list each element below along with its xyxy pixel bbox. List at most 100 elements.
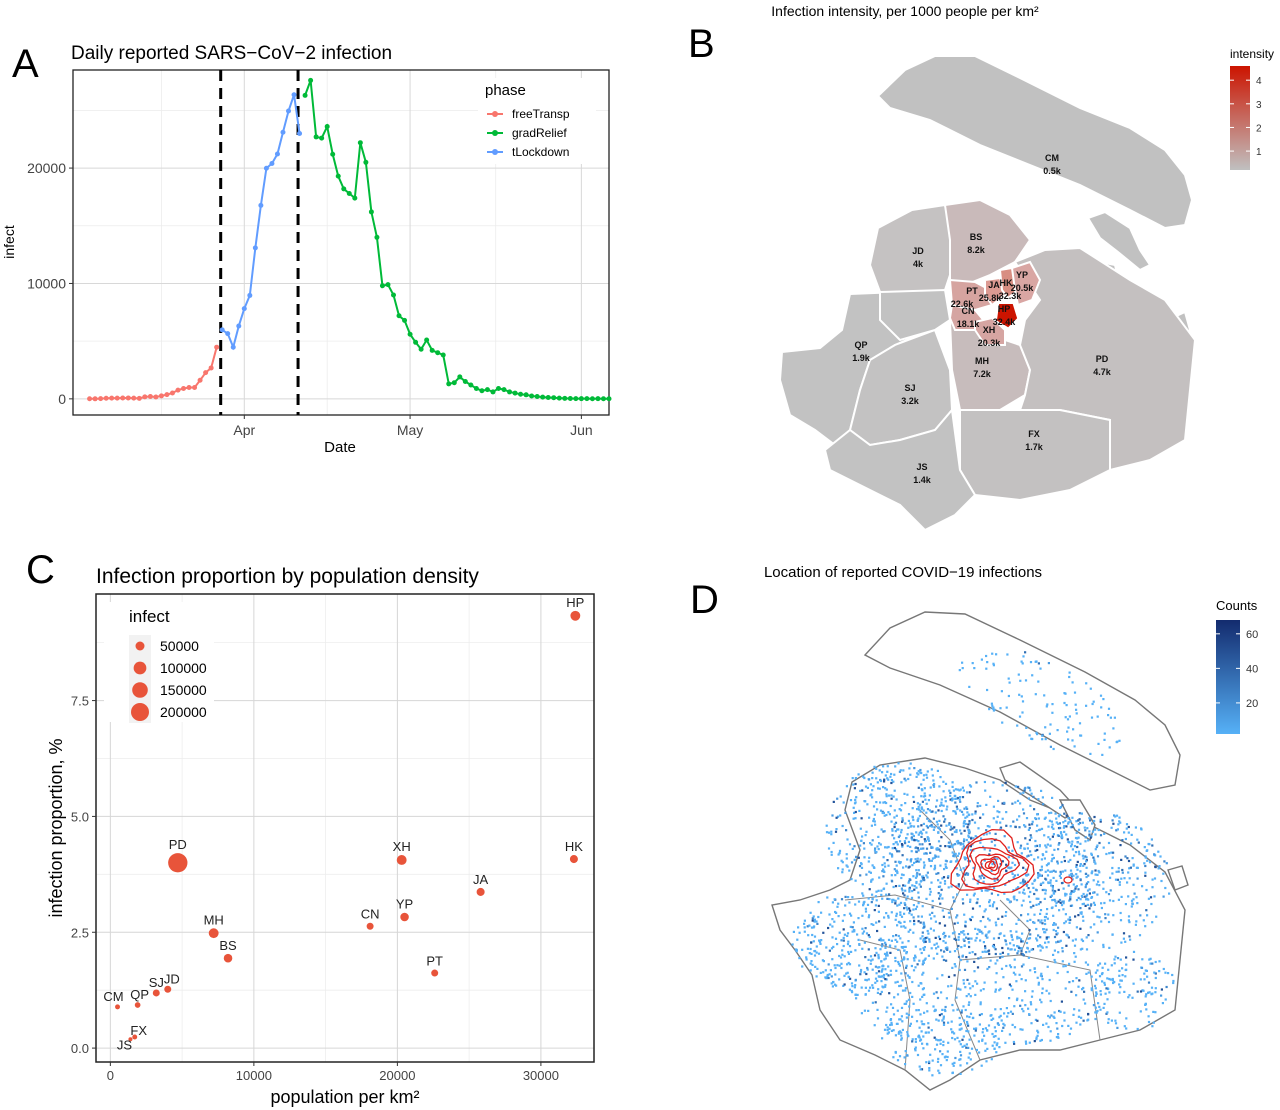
chart-d-infection-point — [871, 1001, 874, 1004]
chart-d-infection-point — [978, 930, 981, 933]
chart-d-infection-point — [1065, 833, 1068, 836]
chart-d-infection-point — [1008, 983, 1011, 986]
chart-d-infection-point — [1079, 870, 1082, 873]
chart-d-infection-point — [828, 949, 831, 952]
chart-d-infection-point — [921, 800, 924, 803]
chart-d-infection-point — [885, 978, 888, 981]
chart-d-infection-point — [999, 952, 1002, 956]
chart-d-infection-point — [927, 858, 931, 861]
chart-d-infection-point — [1013, 958, 1016, 961]
chart-d-infection-point — [942, 958, 945, 962]
chart-d-infection-point — [897, 960, 900, 964]
chart-d-infection-point — [1085, 704, 1088, 707]
chart-d-infection-point — [1079, 948, 1082, 951]
chart-d-infection-point — [909, 762, 912, 765]
chart-d-infection-point — [815, 975, 818, 978]
chart-d-infection-point — [947, 875, 950, 878]
chart-d-infection-point — [1100, 973, 1104, 976]
chart-d-infection-point — [1017, 886, 1020, 889]
chart-a-data-point — [219, 327, 225, 333]
chart-d-infection-point — [1128, 867, 1131, 870]
chart-d-infection-point — [1129, 866, 1132, 869]
chart-d-infection-point — [917, 805, 920, 808]
chart-d-infection-point — [1052, 833, 1055, 836]
chart-d-infection-point — [871, 777, 874, 780]
chart-d-infection-point — [1120, 941, 1123, 944]
chart-d-infection-point — [968, 1038, 971, 1041]
chart-d-infection-point — [999, 956, 1002, 959]
chart-d-infection-point — [1066, 934, 1069, 937]
chart-a-data-point — [413, 339, 419, 345]
chart-a-data-point — [407, 331, 413, 337]
chart-b-region-code: JA — [988, 280, 1000, 290]
chart-d-infection-point — [928, 825, 932, 828]
chart-d-infection-point — [1144, 856, 1147, 859]
chart-d-infection-point — [967, 941, 971, 944]
chart-a-data-point — [87, 396, 93, 402]
chart-d-infection-point — [949, 828, 952, 831]
chart-d-infection-point — [1064, 716, 1067, 719]
chart-d-infection-point — [911, 1040, 914, 1043]
chart-d-infection-point — [981, 932, 984, 935]
chart-d-infection-point — [1036, 813, 1039, 816]
chart-d-infection-point — [969, 849, 972, 852]
chart-d-infection-point — [949, 844, 952, 847]
chart-d-infection-point — [937, 872, 940, 875]
chart-a-data-point — [164, 392, 170, 398]
chart-d-infection-point — [992, 781, 995, 784]
chart-d-infection-point — [1016, 841, 1019, 844]
chart-d-infection-point — [898, 984, 901, 988]
chart-d-infection-point — [1008, 901, 1011, 904]
chart-d-infection-point — [1005, 1007, 1008, 1010]
chart-d-infection-point — [1008, 997, 1011, 1000]
chart-d-infection-point — [890, 874, 893, 877]
chart-d-infection-point — [972, 837, 975, 840]
chart-d-infection-point — [880, 970, 883, 973]
chart-d-infection-point — [955, 805, 958, 808]
chart-d-infection-point — [943, 1056, 946, 1059]
chart-d-infection-point — [922, 774, 926, 777]
chart-d-infection-point — [936, 823, 939, 826]
chart-d-infection-point — [896, 904, 899, 907]
chart-d-infection-point — [944, 946, 948, 950]
chart-d-infection-point — [933, 868, 936, 871]
chart-d-infection-point — [969, 900, 972, 903]
chart-d-infection-point — [1064, 892, 1067, 895]
chart-d-infection-point — [1077, 836, 1080, 839]
chart-d-infection-point — [1096, 915, 1099, 918]
chart-a-data-point — [142, 394, 148, 400]
chart-d-infection-point — [965, 872, 968, 875]
chart-d-infection-point — [1005, 964, 1008, 968]
chart-d-infection-point — [1022, 878, 1025, 881]
chart-d-infection-point — [1136, 990, 1139, 993]
chart-d-infection-point — [864, 956, 867, 959]
chart-d-infection-point — [949, 791, 952, 794]
chart-d-infection-point — [817, 901, 820, 904]
chart-d-infection-point — [1081, 988, 1084, 991]
chart-d-infection-point — [1031, 823, 1034, 826]
chart-d-infection-point — [1062, 900, 1065, 903]
chart-d-infection-point — [897, 835, 900, 839]
chart-d-infection-point — [1040, 865, 1043, 868]
chart-d-infection-point — [975, 1027, 978, 1030]
chart-d-infection-point — [1043, 857, 1046, 860]
region-jd — [868, 203, 954, 302]
chart-b-region-value: 3.2k — [901, 396, 920, 406]
chart-d-infection-point — [974, 927, 977, 930]
chart-d-infection-point — [922, 795, 925, 798]
chart-d-infection-point — [1113, 962, 1116, 965]
chart-d-infection-point — [1126, 881, 1129, 884]
chart-d-infection-point — [864, 834, 867, 837]
chart-d-infection-point — [1065, 850, 1068, 853]
chart-c-data-point — [115, 1004, 120, 1010]
chart-d-infection-point — [1078, 979, 1081, 982]
chart-d-infection-point — [1127, 996, 1130, 999]
chart-d-infection-point — [1007, 850, 1010, 853]
chart-d-infection-point — [856, 993, 859, 996]
chart-a-data-point — [578, 396, 584, 402]
chart-d-infection-point — [962, 1005, 965, 1008]
chart-d-infection-point — [894, 874, 897, 877]
chart-d-infection-point — [1069, 858, 1072, 862]
chart-d-infection-point — [934, 1048, 937, 1051]
